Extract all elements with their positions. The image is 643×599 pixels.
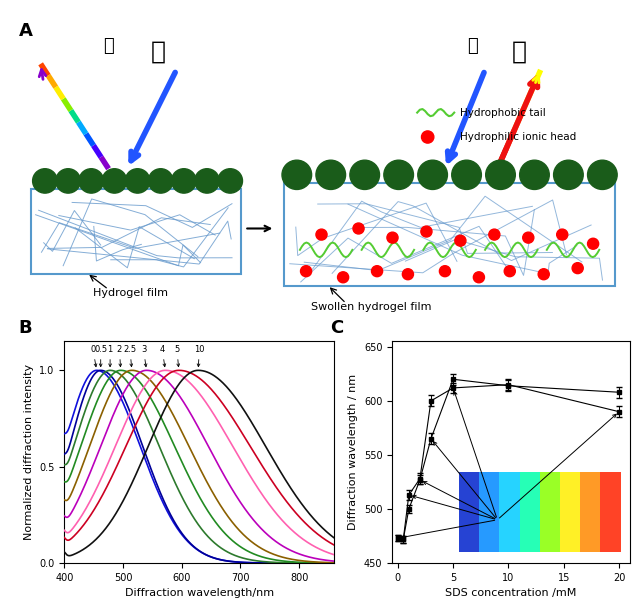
Text: 4: 4	[159, 345, 166, 367]
Circle shape	[384, 160, 413, 189]
Circle shape	[300, 266, 312, 277]
X-axis label: SDS concentration /mM: SDS concentration /mM	[446, 588, 577, 598]
Circle shape	[372, 266, 383, 277]
Text: 10: 10	[194, 345, 204, 367]
Circle shape	[473, 272, 484, 283]
Circle shape	[572, 262, 583, 274]
Circle shape	[489, 229, 500, 240]
Circle shape	[102, 169, 127, 193]
Circle shape	[125, 169, 150, 193]
Text: 👁: 👁	[150, 40, 165, 63]
Y-axis label: Normalized diffraction intensity: Normalized diffraction intensity	[24, 364, 33, 540]
Circle shape	[56, 169, 80, 193]
Text: 5: 5	[174, 345, 179, 367]
Circle shape	[520, 160, 549, 189]
Text: 0: 0	[91, 345, 97, 367]
Circle shape	[403, 269, 413, 280]
X-axis label: Diffraction wavelength/nm: Diffraction wavelength/nm	[125, 588, 274, 598]
Text: 👁: 👁	[512, 40, 527, 63]
Circle shape	[452, 160, 482, 189]
Text: C: C	[331, 319, 343, 337]
Circle shape	[387, 232, 398, 243]
Circle shape	[353, 223, 364, 234]
Circle shape	[172, 169, 196, 193]
Circle shape	[504, 266, 515, 277]
Circle shape	[338, 272, 349, 283]
Circle shape	[439, 266, 451, 277]
Y-axis label: Diffraction wavelength / nm: Diffraction wavelength / nm	[349, 374, 358, 530]
Circle shape	[588, 238, 599, 249]
Bar	[284, 183, 615, 286]
Text: 2.5: 2.5	[123, 345, 136, 367]
Circle shape	[557, 229, 568, 240]
Circle shape	[33, 169, 57, 193]
Circle shape	[316, 229, 327, 240]
Circle shape	[79, 169, 104, 193]
Circle shape	[523, 232, 534, 243]
Text: Hydrophilic ionic head: Hydrophilic ionic head	[460, 132, 577, 142]
Text: Hydrogel film: Hydrogel film	[93, 288, 168, 298]
Circle shape	[316, 160, 345, 189]
Text: 🖊: 🖊	[467, 37, 478, 55]
Circle shape	[195, 169, 219, 193]
Circle shape	[350, 160, 379, 189]
Circle shape	[455, 235, 466, 246]
Circle shape	[218, 169, 242, 193]
Circle shape	[538, 269, 549, 280]
Circle shape	[418, 160, 448, 189]
Circle shape	[422, 131, 434, 143]
Text: 2: 2	[117, 345, 122, 367]
Text: Hydrophobic tail: Hydrophobic tail	[460, 108, 546, 117]
Text: A: A	[19, 22, 33, 40]
Text: Swollen hydrogel film: Swollen hydrogel film	[311, 302, 431, 311]
Text: 1: 1	[107, 345, 113, 367]
Circle shape	[421, 226, 432, 237]
Circle shape	[149, 169, 173, 193]
Text: B: B	[19, 319, 32, 337]
Text: 🖊: 🖊	[103, 37, 114, 55]
Circle shape	[588, 160, 617, 189]
Circle shape	[485, 160, 515, 189]
Bar	[32, 189, 241, 274]
Text: 0.5: 0.5	[94, 345, 107, 367]
Circle shape	[554, 160, 583, 189]
Circle shape	[282, 160, 312, 189]
Text: 3: 3	[141, 345, 147, 367]
